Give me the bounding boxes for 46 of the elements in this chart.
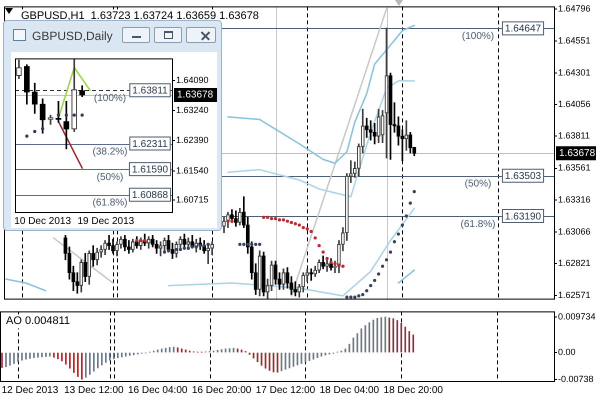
x-tick-label: 13 Dec 12:00	[64, 384, 124, 396]
x-tick-label: 16 Dec 20:00	[192, 384, 252, 396]
y-tick-label: 1.62571	[558, 290, 591, 300]
chart-title: AO 0.004811	[6, 314, 70, 327]
ref-line-label: 1.64647	[504, 24, 542, 35]
annotation: (100%)	[94, 93, 126, 104]
y-tick-label: 1.62390	[176, 135, 209, 146]
x-tick-label: 10 Dec 2013	[14, 216, 72, 227]
y-tick-label: 1.61540	[176, 165, 209, 176]
y-tick-label: 1.63240	[176, 105, 209, 116]
chart-title: GBPUSD,Daily	[32, 29, 113, 43]
x-tick-label: 18 Dec 04:00	[320, 384, 380, 396]
y-tick-label: 1.62821	[558, 258, 591, 268]
annotation: (100%)	[462, 31, 494, 42]
x-tick-label: 19 Dec 2013	[77, 216, 135, 227]
y-tick-label: 1.63066	[558, 226, 591, 236]
annotation: (50%)	[464, 178, 492, 190]
y-tick-label: 1.63316	[558, 194, 591, 204]
x-tick-label: 16 Dec 04:00	[128, 384, 188, 396]
annotation: (61.8%)	[92, 198, 128, 209]
y-tick-label: 1.60715	[176, 194, 209, 205]
y-tick-label: 1.64796	[558, 4, 591, 14]
annotation: (61.8%)	[460, 218, 496, 230]
chart-title: GBPUSD,H1 1.63723 1.63724 1.63659 1.63678	[21, 10, 259, 22]
ref-line-label: 1.60868	[132, 190, 169, 202]
y-tick-label: 1.64301	[558, 67, 591, 78]
ref-line-label: 1.62311	[132, 138, 168, 150]
annotation: (50%)	[96, 172, 124, 183]
ref-line-label: 1.63811	[132, 86, 168, 97]
y-tick-label: 1.63811	[558, 130, 590, 141]
y-tick-label: 1.63561	[558, 162, 591, 173]
ref-line-label: 1.63503	[504, 170, 542, 182]
annotation: (38.2%)	[92, 146, 128, 158]
ref-line-label: 1.63678	[559, 148, 596, 159]
ref-line-label: 1.63678	[177, 90, 214, 101]
ref-line-label: 1.63190	[504, 211, 542, 222]
y-tick-label: 1.64056	[558, 99, 591, 110]
x-tick-label: 17 Dec 12:00	[256, 384, 316, 396]
y-tick-label: 1.64551	[558, 35, 591, 46]
y-tick-label: 0.00	[558, 347, 576, 358]
y-tick-label: 1.64090	[176, 74, 209, 85]
y-tick-label: -0.00738	[558, 374, 594, 384]
y-tick-label: 0.009734	[558, 312, 596, 322]
x-tick-label: 18 Dec 20:00	[384, 384, 444, 396]
x-tick-label: 12 Dec 2013	[2, 384, 59, 396]
ref-line-label: 1.61590	[132, 164, 169, 176]
